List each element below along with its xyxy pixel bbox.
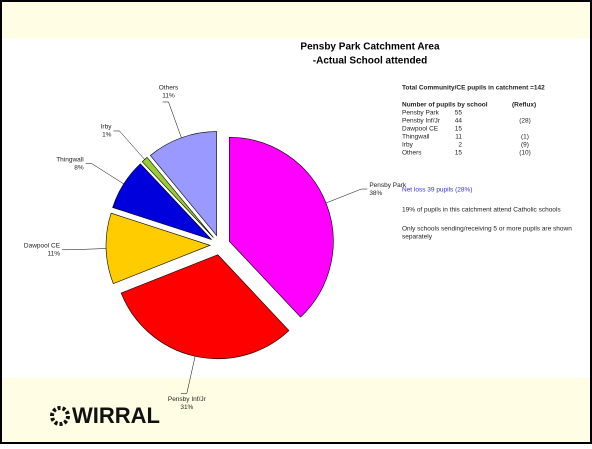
- slice-value: 11%: [48, 250, 61, 257]
- row-school: Pensby Park: [402, 110, 440, 117]
- row-school: Thingwall: [402, 134, 430, 141]
- pie-slice: [141, 156, 214, 238]
- slice-label: Pensby Inf/Jr: [168, 396, 207, 403]
- row-count: 15: [455, 150, 463, 157]
- chart-title: Pensby Park Catchment Area: [300, 42, 440, 53]
- leader-line: [325, 188, 368, 204]
- slice-label: Thingwall: [56, 156, 84, 163]
- slice-label: Others: [159, 85, 179, 92]
- slice-label: Irby: [101, 124, 113, 131]
- panel-header: (Reflux): [512, 102, 536, 109]
- slice-value: 8%: [74, 164, 84, 171]
- row-reflux: (9): [521, 142, 529, 149]
- slice-value: 1%: [102, 132, 112, 139]
- panel-header: Number of pupils by school: [402, 102, 488, 109]
- leader-line: [180, 356, 196, 394]
- note: Only schools sending/receiving 5 or more…: [402, 226, 572, 233]
- net-loss: Net loss 39 pupils (28%): [402, 187, 472, 194]
- leader-line: [113, 130, 145, 160]
- leader-line: [85, 163, 124, 185]
- pie-slice: [112, 163, 212, 240]
- row-school: Others: [402, 150, 422, 157]
- logo: WIRRAL: [50, 403, 160, 428]
- row-reflux: (28): [519, 118, 531, 125]
- leader-line: [162, 101, 182, 138]
- chart-subtitle: -Actual School attended: [313, 56, 427, 67]
- catholic-note: 19% of pupils in this catchment attend C…: [402, 207, 561, 214]
- row-count: 15: [455, 126, 463, 133]
- row-count: 55: [455, 110, 463, 117]
- row-count: 2: [458, 142, 462, 149]
- leader-line: [62, 248, 107, 251]
- row-count: 44: [455, 118, 463, 125]
- panel-total: Total Community/CE pupils in catchment =…: [402, 85, 545, 92]
- pie-slice: [149, 131, 217, 237]
- row-reflux: (10): [519, 150, 531, 157]
- row-count: 11: [455, 134, 462, 141]
- row-school: Irby: [402, 142, 414, 149]
- pie-slice: [105, 212, 211, 284]
- slice-label: Dawpool CE: [24, 242, 61, 249]
- row-reflux: (1): [521, 134, 529, 141]
- logo-icon: [50, 406, 70, 426]
- row-school: Dawpool CE: [402, 126, 439, 133]
- row-school: Pensby Inf/Jr: [402, 118, 441, 125]
- slice-value: 38%: [369, 190, 382, 197]
- slice-value: 31%: [180, 404, 193, 411]
- slice-value: 11%: [162, 93, 175, 100]
- note: separately: [402, 234, 433, 241]
- pie-slice: [120, 254, 290, 360]
- slice-label: Pensby Park: [369, 182, 407, 189]
- logo-text: WIRRAL: [72, 403, 160, 428]
